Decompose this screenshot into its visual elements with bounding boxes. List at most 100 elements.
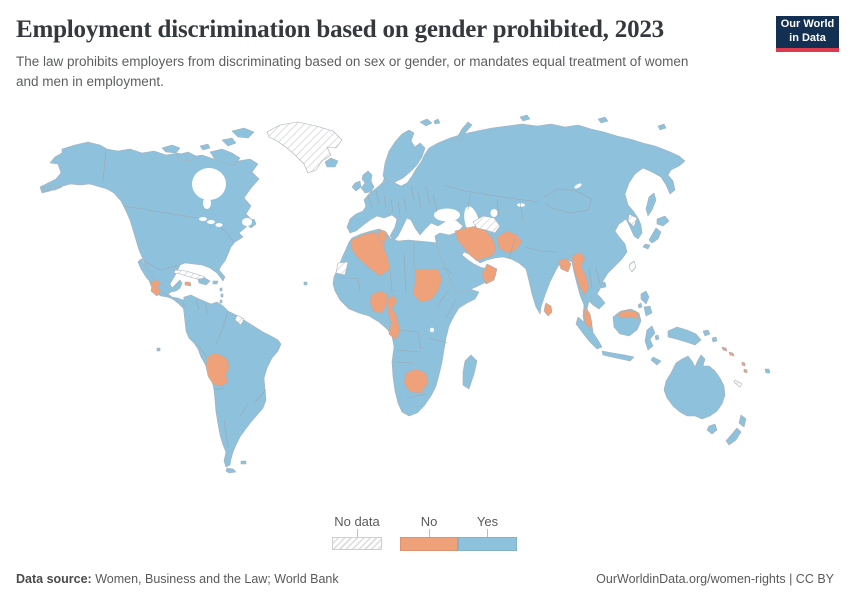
region-guatemala[interactable] [150, 279, 162, 297]
region-french-guiana[interactable] [234, 314, 245, 326]
region-sri-lanka[interactable] [543, 302, 553, 317]
legend-tick-yes [487, 529, 488, 537]
great-lakes [199, 217, 207, 221]
region-cape-verde[interactable] [303, 281, 308, 286]
region-myanmar[interactable] [571, 251, 590, 296]
region-lesser-antilles[interactable] [220, 293, 224, 298]
legend-tick-no [429, 529, 430, 537]
region-iceland[interactable] [324, 157, 339, 168]
region-canadian-arctic-islands[interactable] [199, 143, 211, 151]
region-fiji[interactable] [764, 368, 771, 374]
region-bismarck-islands[interactable] [711, 336, 718, 343]
region-western-sahara[interactable] [335, 261, 349, 276]
region-puerto-rico[interactable] [212, 280, 219, 285]
region-oman[interactable] [481, 263, 498, 285]
region-united-kingdom[interactable] [360, 170, 375, 194]
region-taiwan[interactable] [628, 260, 637, 273]
region-philippines[interactable] [637, 302, 643, 309]
region-canadian-arctic-islands[interactable] [161, 144, 181, 154]
region-solomon-islands[interactable] [721, 346, 728, 352]
region-bismarck-islands[interactable] [702, 329, 711, 337]
legend-label-no-data: No data [334, 514, 380, 529]
region-russian-arctic-islands[interactable] [597, 116, 609, 124]
region-canadian-arctic-islands[interactable] [231, 127, 255, 139]
james-bay [203, 197, 211, 209]
footer-credit-link[interactable]: OurWorldinData.org/women-rights | CC BY [596, 572, 834, 586]
legend-swatch-yes[interactable] [458, 537, 517, 551]
region-sakhalin[interactable] [645, 192, 657, 217]
region-hainan[interactable] [599, 281, 607, 289]
region-russian-arctic-islands[interactable] [519, 114, 531, 122]
region-eurasia[interactable] [346, 123, 686, 336]
region-new-guinea[interactable] [667, 326, 702, 346]
region-afghanistan[interactable] [496, 230, 523, 254]
region-solomon-islands[interactable] [728, 351, 735, 357]
region-japan[interactable] [648, 227, 662, 244]
lake-victoria [429, 327, 435, 333]
region-australia[interactable] [663, 354, 726, 420]
region-algeria[interactable] [350, 231, 391, 277]
region-canadian-arctic-islands[interactable] [209, 148, 241, 166]
region-philippines[interactable] [640, 290, 650, 305]
region-svalbard[interactable] [419, 118, 433, 127]
region-new-zealand[interactable] [725, 427, 742, 446]
region-tasmania[interactable] [706, 423, 718, 435]
great-lakes [207, 220, 215, 224]
region-cameroon-gabon[interactable] [387, 294, 401, 341]
hudson-bay [192, 168, 226, 200]
region-philippines[interactable] [643, 305, 653, 317]
region-falkland-islands[interactable] [240, 460, 247, 465]
region-java[interactable] [601, 350, 635, 362]
region-north-korea[interactable] [627, 213, 638, 228]
legend-swatch-no-data[interactable] [332, 537, 382, 550]
region-scandinavia[interactable] [382, 129, 426, 183]
region-canadian-arctic-islands[interactable] [175, 151, 197, 162]
region-lesser-antilles[interactable] [219, 287, 223, 292]
region-tunisia[interactable] [377, 229, 388, 245]
region-vanuatu[interactable] [743, 368, 748, 374]
region-sulawesi[interactable] [644, 325, 656, 351]
country-borders [102, 149, 601, 448]
region-ireland[interactable] [351, 180, 362, 192]
black-sea [434, 208, 460, 222]
region-japan[interactable] [642, 243, 651, 250]
footer: Data source: Women, Business and the Law… [16, 572, 834, 586]
region-sumatra[interactable] [575, 316, 603, 350]
region-russian-arctic-islands[interactable] [657, 123, 667, 131]
region-bolivia[interactable] [205, 352, 230, 387]
region-nigeria[interactable] [369, 290, 388, 314]
legend-swatch-no[interactable] [400, 537, 458, 551]
region-svalbard[interactable] [433, 118, 441, 125]
region-lesser-antilles[interactable] [219, 299, 223, 304]
data-source-label: Data source: [16, 572, 92, 586]
region-aleutians[interactable] [41, 185, 63, 192]
owid-logo-line1: Our World [780, 18, 835, 30]
region-japan[interactable] [656, 215, 670, 227]
legend-tick-no-data [357, 529, 358, 537]
region-madagascar[interactable] [462, 354, 478, 390]
region-canadian-arctic-islands[interactable] [221, 137, 237, 147]
region-tierra-del-fuego[interactable] [225, 467, 237, 474]
region-novaya-zemlya[interactable] [455, 121, 473, 143]
region-jamaica[interactable] [184, 281, 192, 287]
region-turkmenistan[interactable] [472, 215, 501, 234]
region-galapagos[interactable] [156, 347, 161, 352]
region-new-caledonia[interactable] [733, 379, 743, 388]
region-new-zealand[interactable] [738, 414, 747, 428]
region-bangladesh[interactable] [557, 257, 572, 273]
region-greenland[interactable] [266, 121, 343, 174]
owid-logo[interactable]: Our World in Data [776, 16, 839, 52]
region-north-america[interactable] [39, 141, 260, 319]
lake-baikal [574, 183, 582, 189]
region-south-america[interactable] [182, 294, 282, 468]
region-maluku[interactable] [654, 334, 660, 341]
region-timor[interactable] [650, 356, 662, 366]
region-africa[interactable] [332, 228, 480, 417]
region-malaysia-borneo[interactable] [616, 309, 640, 320]
region-hispaniola[interactable] [197, 277, 211, 286]
region-botswana[interactable] [403, 368, 429, 394]
region-sudan[interactable] [412, 268, 443, 303]
legend-label-no: No [420, 514, 438, 529]
region-vanuatu[interactable] [741, 361, 746, 367]
